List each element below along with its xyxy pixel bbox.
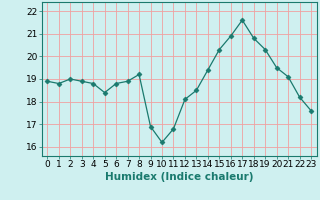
- X-axis label: Humidex (Indice chaleur): Humidex (Indice chaleur): [105, 172, 253, 182]
